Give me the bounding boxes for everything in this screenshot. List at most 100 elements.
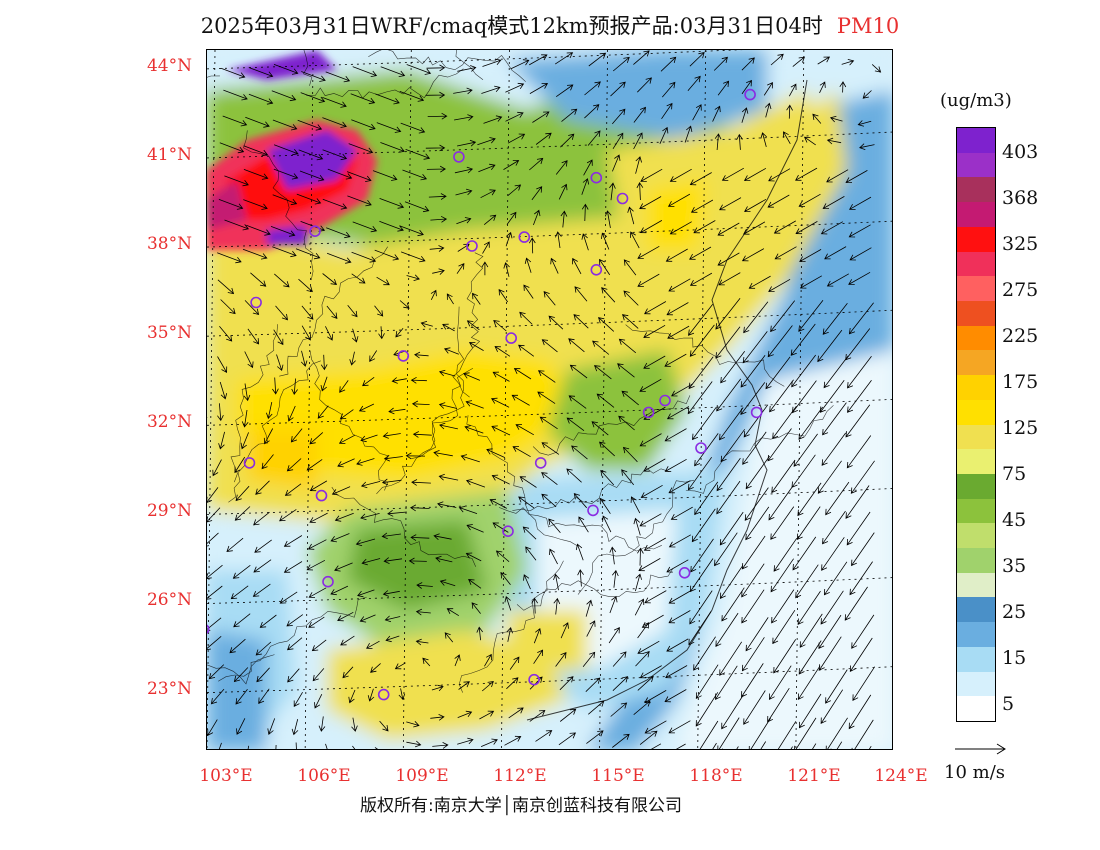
station-marker [397, 350, 410, 362]
wind-arrow [275, 305, 289, 321]
wind-arrow [644, 690, 667, 704]
wind-arrow [322, 198, 348, 210]
wind-arrow [311, 639, 327, 652]
colorbar-label-35: 35 [1002, 555, 1027, 577]
wind-arrow [635, 156, 642, 174]
wind-arrow [248, 93, 274, 105]
wind-arrow [553, 597, 561, 615]
wind-arrow [669, 168, 692, 182]
station-marker [466, 240, 478, 252]
station-marker [590, 264, 603, 276]
wind-arrow [511, 394, 530, 406]
wind-arrow [572, 257, 582, 275]
wind-arrow [267, 718, 276, 735]
wind-arrow [529, 709, 546, 722]
wind-arrow [581, 233, 589, 251]
wind-arrow [207, 507, 221, 523]
wind-arrow [382, 590, 400, 597]
wind-arrow [523, 574, 531, 590]
wind-arrow [482, 241, 490, 254]
wind-arrow [688, 304, 714, 336]
wind-arrow [346, 171, 372, 182]
wind-arrow [395, 327, 404, 338]
wind-arrow [596, 393, 615, 408]
wind-arrow [207, 585, 223, 600]
wind-arrow [535, 730, 553, 742]
wind-arrow [550, 257, 559, 274]
wind-arrow [533, 627, 542, 644]
wind-arrow [773, 639, 797, 674]
lon-label-103: 103°E [199, 766, 253, 786]
wind-arrow [849, 561, 873, 596]
high-concentration-zone [207, 50, 377, 250]
lat-gridline [207, 50, 743, 70]
wind-arrow [425, 91, 446, 99]
wind-arrow [575, 543, 584, 561]
wind-arrow [578, 516, 589, 533]
wind-arrow [719, 407, 744, 441]
wind-arrow [637, 245, 660, 259]
wind-arrow [460, 454, 480, 463]
wind-arrow [271, 90, 297, 102]
colorbar-segment [957, 226, 995, 253]
wind-arrow [531, 186, 543, 201]
wind-arrow [522, 526, 537, 540]
colorbar-segment [957, 276, 995, 302]
border-line [376, 368, 474, 495]
wind-arrow [829, 115, 843, 123]
wind-arrow [748, 275, 771, 289]
wind-arrow [692, 104, 702, 121]
wind-arrow [635, 651, 650, 667]
wind-arrow [767, 194, 790, 208]
wind-arrow [857, 120, 872, 127]
forecast-map [206, 49, 893, 750]
wind-arrow [325, 326, 333, 341]
wind-arrow [768, 665, 792, 700]
wind-arrow [638, 558, 661, 572]
wind-arrow [717, 717, 740, 749]
wind-arrow [518, 344, 535, 357]
wind-arrow [510, 59, 530, 70]
wind-arrow [661, 81, 676, 98]
station-marker [642, 406, 655, 419]
colorbar-segment [957, 449, 995, 475]
wind-arrow [247, 328, 260, 345]
wind-arrow [342, 666, 354, 679]
wind-arrow [847, 380, 872, 413]
wind-arrow [822, 402, 847, 436]
wind-arrow [693, 220, 716, 234]
wind-arrow [560, 210, 568, 228]
wind-arrow [233, 613, 251, 628]
station-marker [309, 225, 321, 237]
wind-arrow [272, 194, 298, 206]
wind-arrow [623, 259, 637, 276]
wind-arrow [777, 721, 797, 749]
wind-arrow [783, 131, 791, 144]
wind-arrow [331, 486, 351, 496]
wind-vectors [207, 50, 882, 749]
wind-arrow [533, 209, 541, 226]
wind-arrow [367, 688, 375, 702]
colorbar-segment [957, 597, 995, 623]
wind-arrow [664, 428, 687, 442]
wind-arrow [769, 379, 794, 413]
province-borders [207, 50, 834, 721]
wind-arrow [399, 225, 424, 237]
wind-arrow [297, 119, 323, 131]
wind-arrow [498, 288, 509, 303]
colorbar-label-5: 5 [1002, 693, 1015, 715]
wind-arrow [770, 300, 796, 333]
wind-arrow [307, 539, 327, 550]
wind-arrow [687, 75, 701, 92]
wind-arrow [217, 279, 235, 295]
wind-arrow [273, 329, 284, 346]
wind-arrow [558, 183, 568, 200]
colorbar-segment [957, 548, 995, 574]
wind-arrow [743, 690, 766, 725]
wind-arrow [318, 716, 326, 732]
wind-arrow [430, 714, 445, 721]
wind-arrow [822, 303, 848, 335]
wind-arrow [736, 133, 743, 150]
lat-label-26: 26°N [146, 590, 192, 610]
wind-arrow [633, 132, 643, 150]
